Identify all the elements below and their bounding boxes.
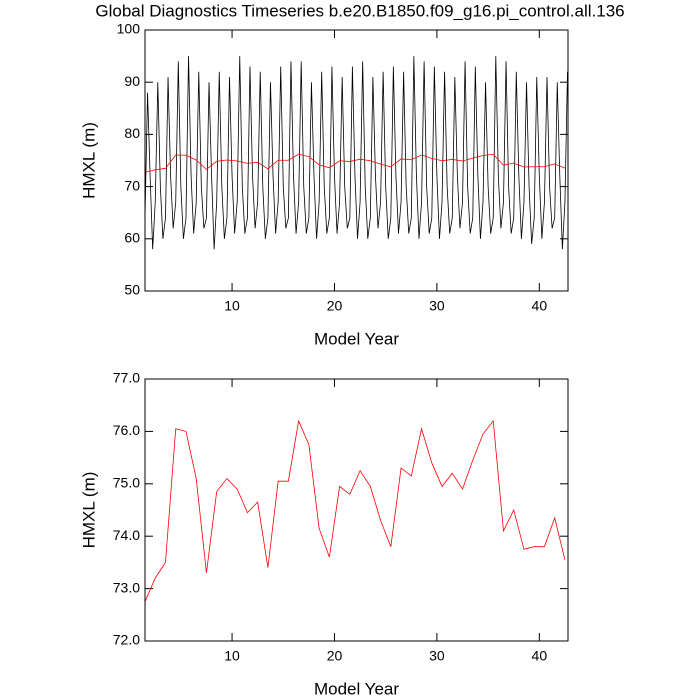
x-tick-label: 30 xyxy=(429,298,445,314)
x-tick-label: 10 xyxy=(224,648,240,664)
y-tick-label: 90 xyxy=(124,73,140,89)
y-tick-label: 70 xyxy=(124,177,140,193)
plot-frame xyxy=(144,378,569,642)
y-axis-label: HMXL (m) xyxy=(79,122,98,199)
x-tick-label: 20 xyxy=(327,298,343,314)
y-tick-label: 100 xyxy=(117,21,141,37)
series-line xyxy=(144,419,566,602)
x-axis-label: Model Year xyxy=(314,679,399,698)
y-tick-label: 50 xyxy=(124,282,140,298)
y-tick-label: 73.0 xyxy=(113,579,140,595)
x-tick-label: 40 xyxy=(532,298,548,314)
x-tick-label: 40 xyxy=(532,648,548,664)
y-axis-label: HMXL (m) xyxy=(79,472,98,549)
y-tick-label: 80 xyxy=(124,125,140,141)
x-axis-label: Model Year xyxy=(314,329,399,348)
x-tick-label: 30 xyxy=(429,648,445,664)
y-tick-label: 77.0 xyxy=(113,370,140,386)
y-tick-label: 75.0 xyxy=(113,475,140,491)
y-tick-label: 60 xyxy=(124,230,140,246)
series-line xyxy=(144,153,566,173)
x-tick-label: 10 xyxy=(224,298,240,314)
y-tick-label: 72.0 xyxy=(113,632,140,648)
chart-title: Global Diagnostics Timeseries b.e20.B185… xyxy=(95,1,624,20)
plot-frame xyxy=(144,29,569,292)
x-tick-label: 20 xyxy=(327,648,343,664)
series-line xyxy=(144,56,568,250)
y-tick-label: 76.0 xyxy=(113,422,140,438)
y-tick-label: 74.0 xyxy=(113,527,140,543)
